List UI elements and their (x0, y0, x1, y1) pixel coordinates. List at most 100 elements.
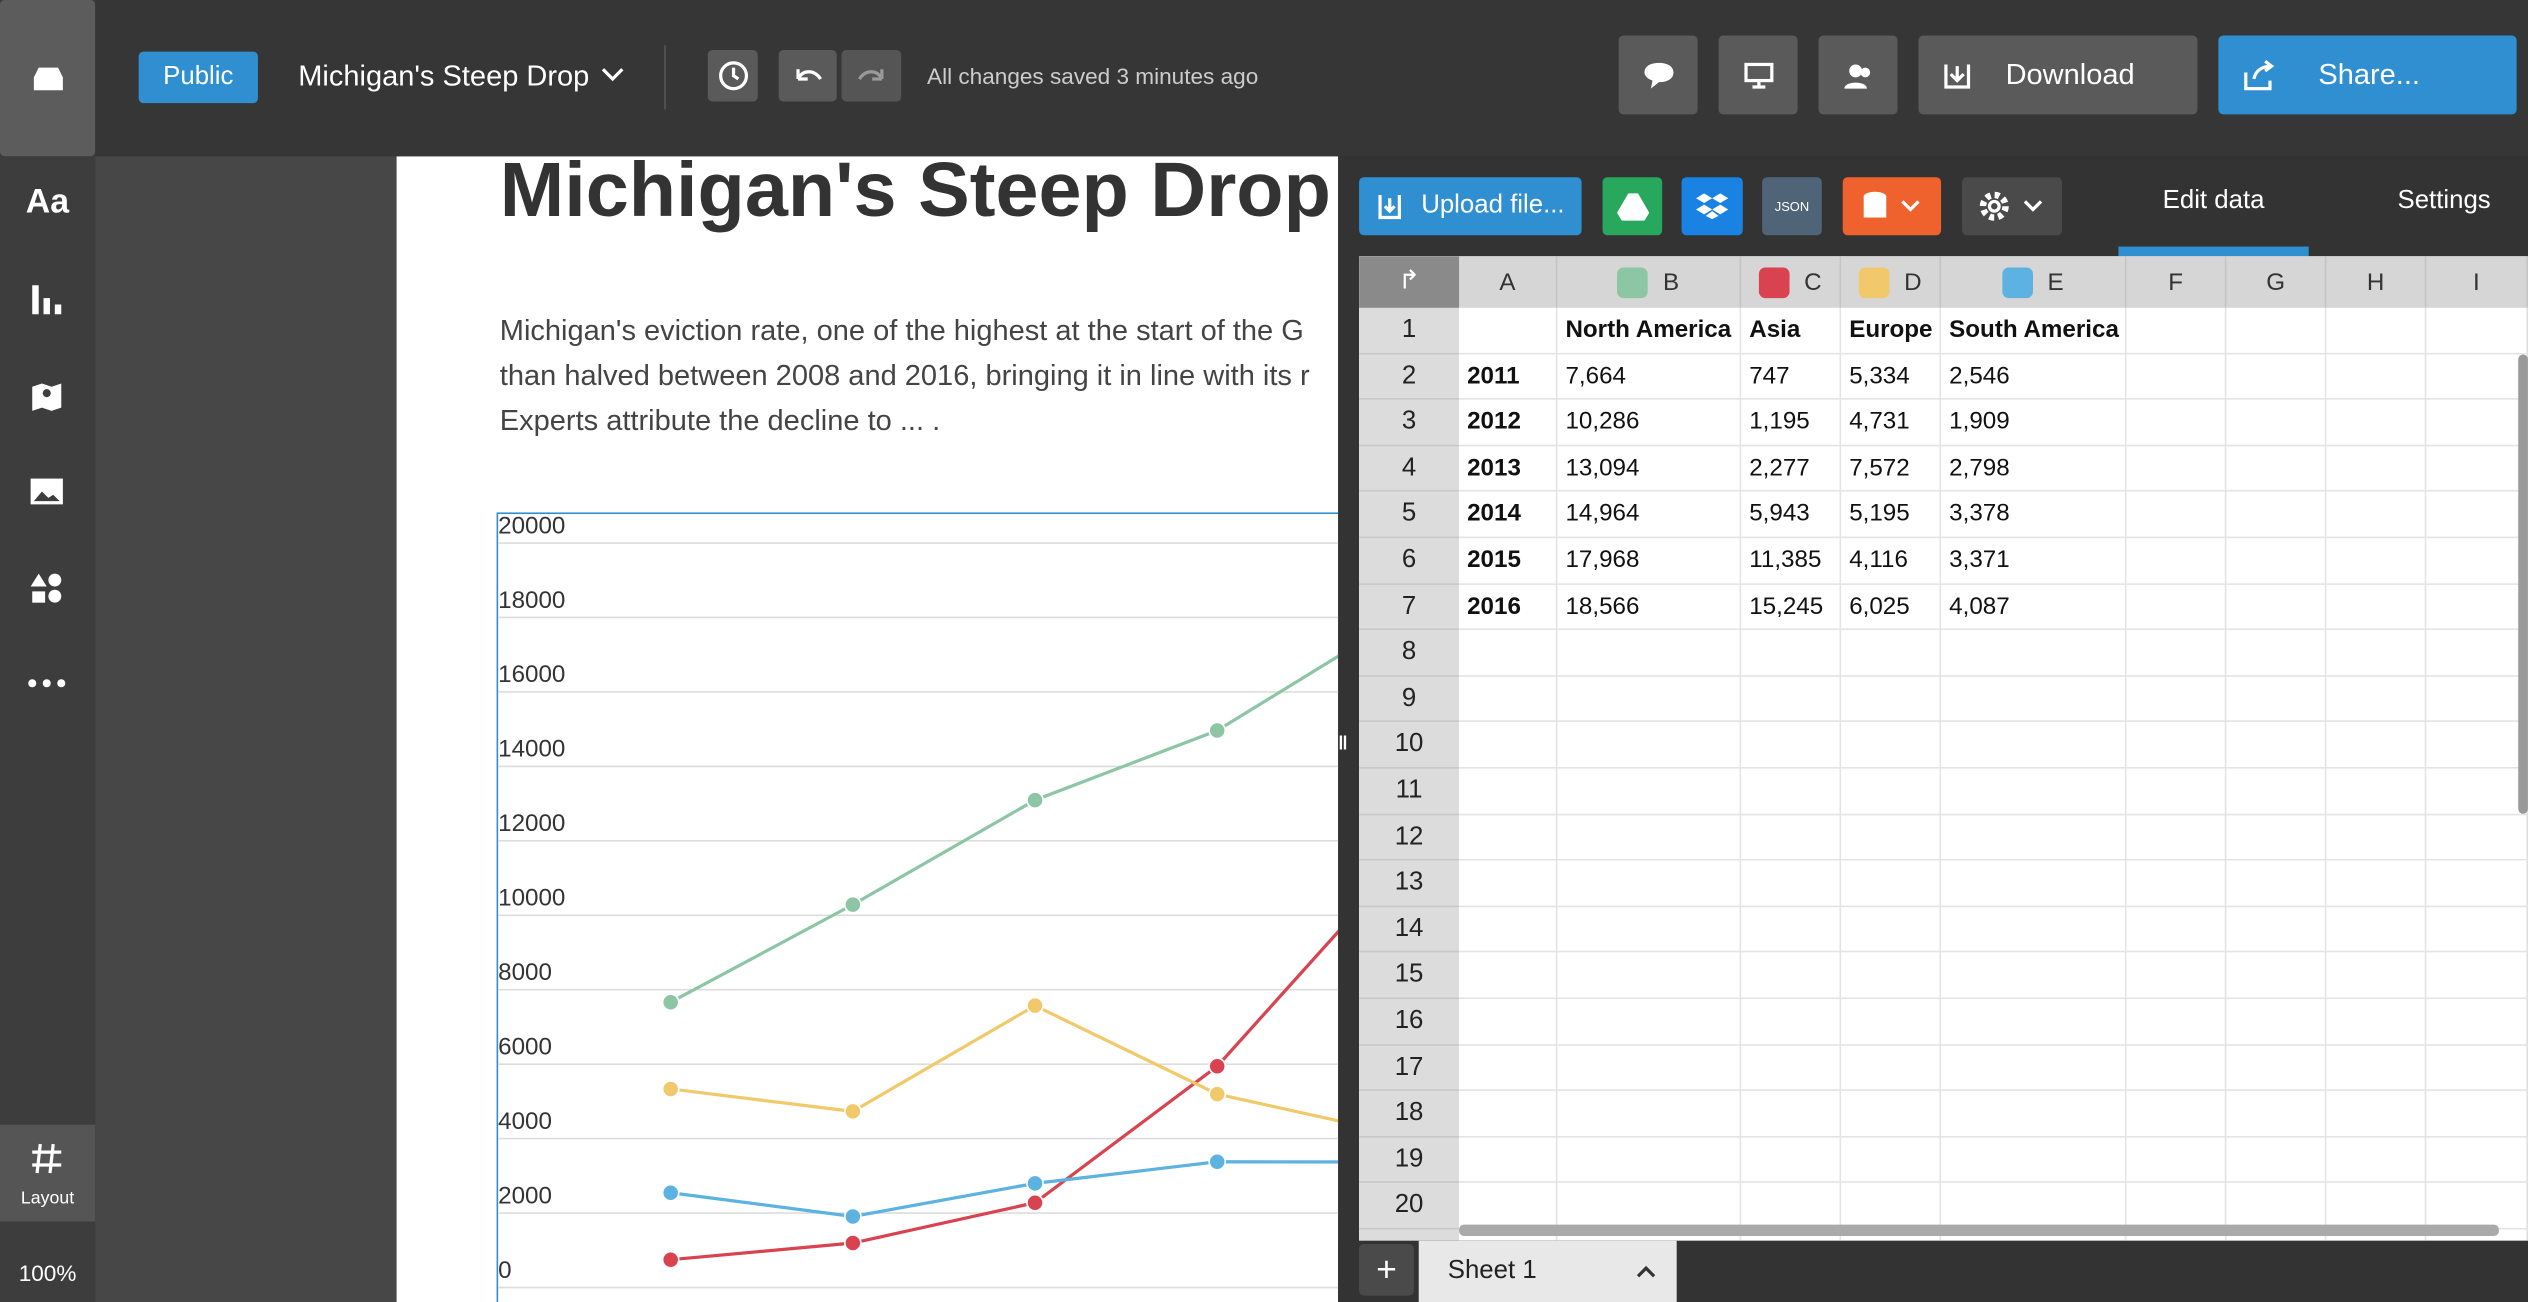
corner-button: ↱ (1359, 256, 1460, 308)
sheet-bar: + Sheet 1 (1338, 1240, 2528, 1302)
row-line (1459, 536, 2528, 539)
cell[interactable]: 2016 (1467, 592, 1521, 620)
more-tools[interactable] (27, 677, 66, 690)
column-line (2324, 307, 2327, 1241)
chart-tool[interactable] (31, 284, 63, 316)
resize-handle[interactable]: ‖ (1338, 731, 1348, 755)
cell[interactable]: 15,245 (1749, 592, 1824, 620)
column-header: G (2226, 256, 2327, 308)
cell[interactable]: 5,943 (1749, 500, 1810, 528)
cell[interactable]: 5,334 (1849, 361, 1910, 390)
cell[interactable]: 1,195 (1749, 407, 1810, 436)
comments-button[interactable] (1618, 35, 1698, 115)
add-sheet-button[interactable]: + (1359, 1244, 1414, 1296)
cell[interactable]: 4,087 (1949, 592, 2010, 620)
layout-button[interactable]: Layout (0, 1124, 96, 1222)
data-panel: Upload file... JSON Edit data Settings ↱… (1338, 156, 2528, 1302)
cell[interactable]: 18,566 (1565, 592, 1640, 620)
database-button[interactable] (1842, 177, 1942, 236)
cell[interactable]: 7,664 (1565, 361, 1626, 390)
row-line (1459, 1181, 2528, 1184)
project-title[interactable]: Michigan's Steep Drop (298, 59, 590, 92)
history-button[interactable] (707, 49, 758, 102)
cell[interactable]: 4,731 (1849, 407, 1910, 436)
data-point (843, 1102, 862, 1121)
cell[interactable]: 14,964 (1565, 500, 1640, 528)
dropbox-button[interactable] (1681, 177, 1743, 236)
sidebar: Aa Layout 100% (0, 0, 96, 1302)
cell[interactable]: 13,094 (1565, 454, 1640, 482)
text-tool[interactable]: Aa (25, 183, 70, 221)
cell[interactable]: 11,385 (1749, 546, 1822, 574)
cell[interactable]: 3,378 (1949, 500, 2010, 528)
cell[interactable]: 2013 (1467, 454, 1521, 482)
vertical-scrollbar[interactable] (2518, 354, 2528, 814)
image-tool[interactable] (29, 477, 64, 506)
cell[interactable]: 4,116 (1849, 546, 1908, 574)
cell[interactable]: 1,909 (1949, 407, 2010, 436)
collaborate-button[interactable] (1818, 35, 1898, 115)
row-line (1459, 951, 2528, 953)
cell[interactable]: 2014 (1467, 500, 1521, 528)
cell[interactable]: 5,195 (1849, 500, 1910, 528)
settings-menu-button[interactable] (1962, 177, 2063, 236)
row-number: 12 (1359, 815, 1460, 861)
zoom-level[interactable]: 100% (18, 1260, 77, 1286)
row-line (1459, 1089, 2528, 1092)
paragraph-line[interactable]: Michigan's eviction rate, one of the hig… (499, 314, 1304, 347)
row-line (1459, 674, 2528, 677)
cell[interactable]: Europe (1849, 315, 1933, 344)
cell[interactable]: 2015 (1467, 546, 1521, 574)
map-tool[interactable] (31, 380, 63, 412)
column-letter: H (2366, 268, 2385, 296)
cell[interactable]: 7,572 (1849, 454, 1910, 482)
settings-tab[interactable]: Settings (2397, 186, 2491, 215)
row-number: 9 (1359, 676, 1460, 723)
cell[interactable]: 17,968 (1565, 546, 1640, 574)
save-status: All changes saved 3 minutes ago (927, 62, 1259, 89)
cell[interactable]: 2011 (1467, 361, 1520, 390)
chart-selection (496, 512, 1353, 1302)
google-drive-button[interactable] (1602, 177, 1663, 236)
present-button[interactable] (1718, 35, 1798, 115)
shapes-tool[interactable] (30, 572, 63, 604)
cell[interactable]: 747 (1749, 361, 1790, 390)
paragraph-line[interactable]: than halved between 2008 and 2016, bring… (499, 359, 1310, 392)
column-letter: F (2168, 268, 2184, 296)
cell[interactable]: South America (1949, 315, 2119, 344)
upload-button[interactable]: Upload file... (1359, 177, 1582, 236)
share-button[interactable]: Share... (2218, 35, 2517, 115)
y-tick-label: 8000 (498, 959, 552, 986)
data-point (843, 1234, 862, 1252)
horizontal-scrollbar[interactable] (1459, 1224, 2499, 1236)
cell[interactable]: 2,546 (1949, 361, 2010, 390)
column-line (1739, 307, 1742, 1241)
public-button[interactable]: Public (138, 51, 258, 104)
cell[interactable]: Asia (1749, 315, 1801, 344)
cell[interactable]: 2,798 (1949, 454, 2010, 482)
download-button[interactable]: Download (1918, 35, 2198, 115)
doc-title[interactable]: Michigan's Steep Drop (499, 156, 1331, 234)
redo-button[interactable] (841, 49, 902, 102)
paragraph-line[interactable]: Experts attribute the decline to ... . (499, 404, 941, 437)
undo-button[interactable] (778, 49, 837, 102)
title-chevron[interactable] (600, 64, 626, 83)
row-number: 13 (1359, 861, 1460, 907)
home-button[interactable] (0, 0, 96, 157)
cell[interactable]: North America (1565, 315, 1732, 344)
cell[interactable]: 2,277 (1749, 454, 1810, 482)
json-button[interactable]: JSON (1762, 177, 1822, 236)
data-point (1026, 1174, 1044, 1193)
row-number: 7 (1359, 584, 1460, 631)
row-header-bar (1359, 256, 1460, 1241)
edit-data-tab[interactable]: Edit data (2118, 156, 2309, 257)
row-number: 11 (1359, 769, 1460, 815)
row-line (1459, 398, 2528, 400)
sheet-tab[interactable]: Sheet 1 (1418, 1240, 1677, 1302)
cell[interactable]: 3,371 (1949, 546, 2010, 574)
upload-label: Upload file... (1421, 191, 1565, 220)
cell[interactable]: 10,286 (1565, 407, 1640, 436)
cell[interactable]: 2012 (1467, 407, 1521, 436)
cell[interactable]: 6,025 (1849, 592, 1910, 620)
